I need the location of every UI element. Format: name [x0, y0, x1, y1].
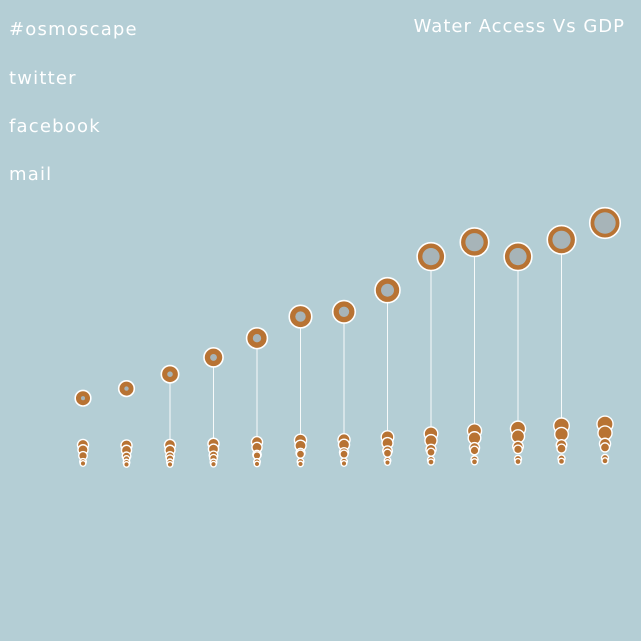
data-point — [384, 459, 391, 466]
data-point — [253, 460, 261, 468]
top-marker-hole — [465, 233, 484, 252]
top-marker-hole — [80, 396, 86, 401]
data-point — [339, 449, 349, 459]
data-point — [297, 460, 304, 468]
data-point — [79, 460, 87, 467]
brand-link[interactable]: #osmoscape — [9, 19, 138, 40]
twitter-link[interactable]: twitter — [9, 68, 77, 89]
top-marker-hole — [210, 353, 217, 361]
top-marker-hole — [509, 247, 527, 266]
data-point — [427, 458, 435, 466]
data-point — [340, 460, 348, 467]
top-marker-hole — [381, 283, 394, 297]
data-point — [557, 457, 566, 466]
top-marker-hole — [422, 247, 440, 266]
data-point — [210, 460, 217, 468]
top-marker-hole — [338, 306, 350, 317]
top-marker-hole — [124, 386, 129, 391]
data-point — [123, 460, 130, 468]
top-marker-hole — [552, 230, 571, 249]
data-point — [513, 444, 523, 455]
top-marker-hole — [295, 311, 306, 322]
data-point — [470, 458, 479, 466]
stem-lines — [169, 239, 562, 445]
data-point — [556, 443, 567, 454]
data-point — [166, 460, 174, 468]
chart-title: Water Access Vs GDP — [413, 16, 625, 37]
data-point — [601, 457, 609, 465]
data-point — [382, 448, 393, 458]
data-point — [295, 449, 306, 459]
top-marker-hole — [167, 371, 173, 377]
data-point — [426, 447, 436, 457]
top-markers — [74, 206, 622, 407]
data-point — [553, 426, 570, 442]
top-marker-hole — [594, 212, 616, 234]
top-marker-hole — [252, 334, 262, 343]
lower-dots — [76, 415, 614, 468]
mail-link[interactable]: mail — [9, 164, 53, 185]
facebook-link[interactable]: facebook — [9, 116, 101, 137]
data-point — [514, 457, 522, 466]
data-point — [469, 445, 480, 456]
data-point — [599, 442, 611, 453]
